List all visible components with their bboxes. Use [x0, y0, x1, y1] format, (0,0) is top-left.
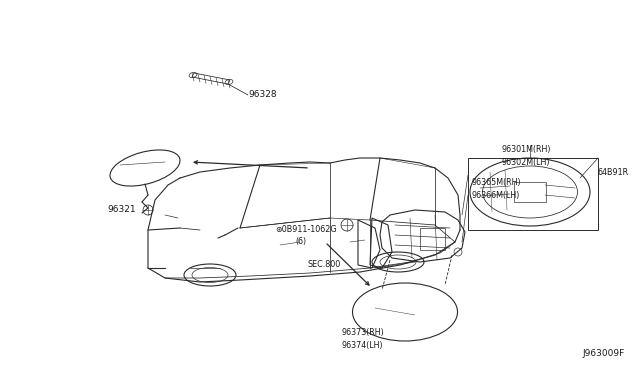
Text: 64B91R: 64B91R	[598, 168, 629, 177]
Text: 96328: 96328	[248, 90, 276, 99]
Text: 96301M(RH): 96301M(RH)	[502, 145, 552, 154]
Text: (6): (6)	[295, 237, 306, 246]
Text: 96321: 96321	[107, 205, 136, 214]
Text: 96373(RH): 96373(RH)	[342, 328, 385, 337]
Text: 96302M(LH): 96302M(LH)	[502, 158, 550, 167]
Text: 96374(LH): 96374(LH)	[342, 341, 383, 350]
Text: J963009F: J963009F	[583, 349, 625, 358]
Text: SEC.800: SEC.800	[308, 260, 341, 269]
Text: 96365M(RH): 96365M(RH)	[472, 178, 522, 187]
Text: ⊛0B911-1062G: ⊛0B911-1062G	[275, 225, 337, 234]
Text: 96366M(LH): 96366M(LH)	[472, 191, 520, 200]
